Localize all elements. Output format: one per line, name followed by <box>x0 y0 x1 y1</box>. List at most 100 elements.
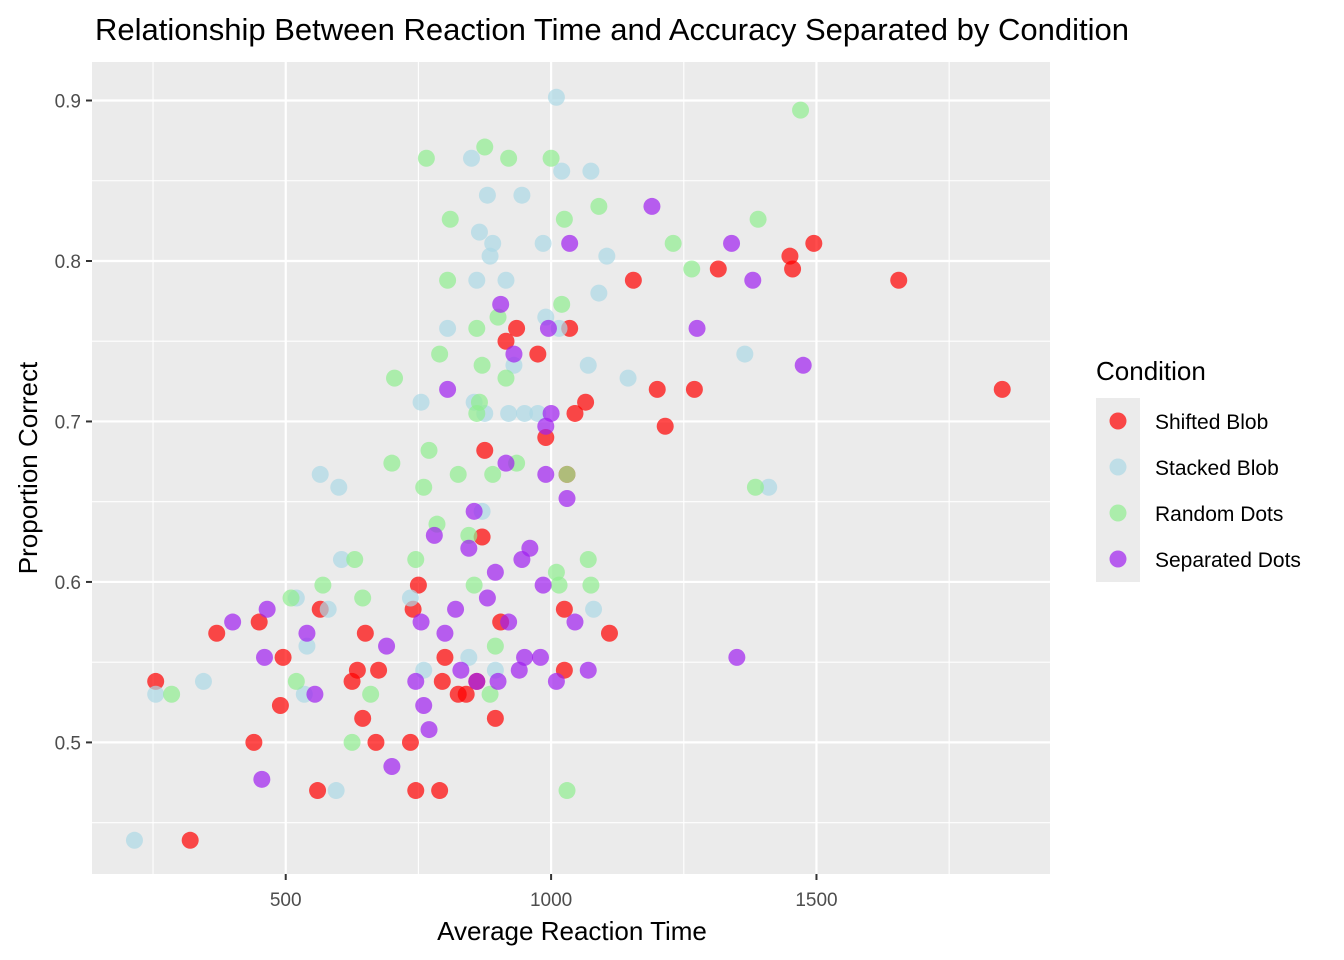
point-stacked-blob <box>311 465 329 483</box>
x-axis-title: Average Reaction Time <box>437 916 707 946</box>
point-separated-dots <box>468 672 486 690</box>
point-separated-dots <box>794 356 812 374</box>
point-separated-dots <box>298 624 316 642</box>
point-separated-dots <box>566 613 584 631</box>
point-shifted-blob <box>309 782 327 800</box>
point-random-dots <box>163 685 181 703</box>
point-stacked-blob <box>147 685 165 703</box>
legend-label-stacked-blob: Stacked Blob <box>1155 457 1279 480</box>
point-stacked-blob <box>468 271 486 289</box>
point-random-dots <box>470 393 488 411</box>
point-shifted-blob <box>250 613 268 631</box>
point-separated-dots <box>412 613 430 631</box>
point-random-dots <box>749 210 767 228</box>
point-separated-dots <box>542 404 560 422</box>
point-separated-dots <box>465 502 483 520</box>
point-shifted-blob <box>271 697 289 715</box>
point-separated-dots <box>383 757 401 775</box>
point-shifted-blob <box>805 234 823 252</box>
point-shifted-blob <box>473 528 491 546</box>
point-stacked-blob <box>500 404 518 422</box>
point-shifted-blob <box>890 271 908 289</box>
legend-title: Condition <box>1096 356 1206 386</box>
point-separated-dots <box>478 589 496 607</box>
point-stacked-blob <box>547 88 565 106</box>
x-tick-label: 1000 <box>530 890 572 911</box>
point-separated-dots <box>723 234 741 252</box>
point-shifted-blob <box>656 417 674 435</box>
point-separated-dots <box>728 648 746 666</box>
point-shifted-blob <box>356 624 374 642</box>
y-tick-label: 0.5 <box>55 733 81 754</box>
point-separated-dots <box>306 685 324 703</box>
legend-label-shifted-blob: Shifted Blob <box>1155 411 1268 434</box>
point-random-dots <box>547 563 565 581</box>
y-tick-label: 0.9 <box>55 92 81 113</box>
point-separated-dots <box>486 563 504 581</box>
point-shifted-blob <box>648 380 666 398</box>
point-random-dots <box>468 319 486 337</box>
point-random-dots <box>497 369 515 387</box>
point-separated-dots <box>744 271 762 289</box>
point-shifted-blob <box>685 380 703 398</box>
point-separated-dots <box>452 661 470 679</box>
point-separated-dots <box>500 613 518 631</box>
y-tick-label: 0.6 <box>55 573 81 594</box>
point-separated-dots <box>447 600 465 618</box>
point-stacked-blob <box>319 600 337 618</box>
point-random-dots <box>420 441 438 459</box>
point-shifted-blob <box>529 345 547 363</box>
point-random-dots <box>542 149 560 167</box>
point-random-dots <box>346 550 364 568</box>
x-tick-label: 1500 <box>795 890 837 911</box>
point-shifted-blob <box>401 733 419 751</box>
point-shifted-blob <box>508 319 526 337</box>
point-separated-dots <box>258 600 276 618</box>
point-separated-dots <box>460 539 478 557</box>
point-random-dots <box>500 149 518 167</box>
point-random-dots <box>417 149 435 167</box>
point-stacked-blob <box>598 247 616 265</box>
point-shifted-blob <box>624 271 642 289</box>
x-axis-ticks: 500 1000 1500 <box>270 874 838 911</box>
point-random-dots <box>415 478 433 496</box>
point-stacked-blob <box>736 345 754 363</box>
point-separated-dots <box>561 234 579 252</box>
point-random-dots <box>431 345 449 363</box>
point-random-dots <box>683 260 701 278</box>
point-stacked-blob <box>582 162 600 180</box>
point-shifted-blob <box>486 709 504 727</box>
point-random-dots <box>362 685 380 703</box>
point-stacked-blob <box>412 393 430 411</box>
point-separated-dots <box>537 417 555 435</box>
point-shifted-blob <box>600 624 618 642</box>
point-separated-dots <box>539 319 557 337</box>
legend-marker-random-dots <box>1109 504 1127 522</box>
point-random-dots <box>407 550 425 568</box>
point-stacked-blob <box>470 223 488 241</box>
point-shifted-blob <box>993 380 1011 398</box>
point-stacked-blob <box>579 356 597 374</box>
data-points <box>125 88 1011 849</box>
point-stacked-blob <box>590 284 608 302</box>
point-shifted-blob <box>354 709 372 727</box>
point-separated-dots <box>510 661 528 679</box>
point-shifted-blob <box>577 393 595 411</box>
point-stacked-blob <box>553 162 571 180</box>
point-shifted-blob <box>367 733 385 751</box>
point-stacked-blob <box>332 550 350 568</box>
point-shifted-blob <box>566 404 584 422</box>
point-random-dots <box>282 589 300 607</box>
point-shifted-blob <box>348 661 366 679</box>
point-separated-dots <box>224 613 242 631</box>
point-random-dots <box>476 138 494 156</box>
point-separated-dots <box>521 539 539 557</box>
point-random-dots <box>590 197 608 215</box>
point-shifted-blob <box>476 441 494 459</box>
y-tick-label: 0.7 <box>55 412 81 433</box>
point-stacked-blob <box>462 149 480 167</box>
point-stacked-blob <box>481 247 499 265</box>
point-stacked-blob <box>484 234 502 252</box>
y-tick-label: 0.8 <box>55 252 81 273</box>
